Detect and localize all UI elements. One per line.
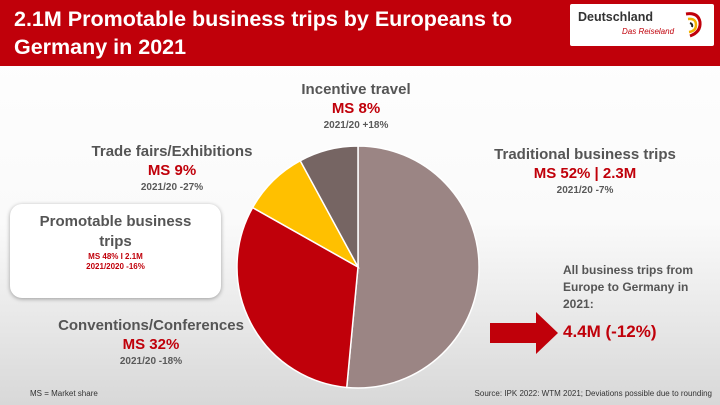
promotable-share: MS 48% I 2.1M xyxy=(88,252,143,261)
slice-change-traditional: 2021/20 -7% xyxy=(556,185,614,196)
promotable-trips-box: Promotable business trips MS 48% I 2.1M … xyxy=(10,204,221,298)
header-bar: 2.1M Promotable business trips by Europe… xyxy=(0,0,720,66)
arrow-right-icon xyxy=(490,312,558,354)
footnote-market-share: MS = Market share xyxy=(30,389,98,398)
pie-slice-incentive-travel xyxy=(299,145,359,268)
promotable-change: 2021/2020 -16% xyxy=(86,262,145,271)
page-title: 2.1M Promotable business trips by Europe… xyxy=(14,7,513,59)
slice-name-traditional: Traditional business trips xyxy=(494,146,676,163)
slice-share-traditional: MS 52% | 2.3M xyxy=(533,165,637,182)
logo-tagline: Das Reiseland xyxy=(622,27,675,36)
slice-change-conventions: 2021/20 -18% xyxy=(119,356,183,367)
logo-swirl-icon xyxy=(685,12,702,38)
slice-share-trade: MS 9% xyxy=(147,162,197,179)
promotable-title: Promotable business trips xyxy=(39,213,192,250)
slice-change-trade: 2021/20 -27% xyxy=(140,182,204,193)
slice-name-incentive: Incentive travel xyxy=(301,81,411,98)
all-trips-value: 4.4M (-12%) xyxy=(563,322,657,341)
slice-share-conventions: MS 32% xyxy=(122,336,180,353)
slice-share-incentive: MS 8% xyxy=(331,100,381,117)
label-conventions: Conventions/Conferences MS 32% 2021/20 -… xyxy=(36,316,266,369)
logo-name: Deutschland xyxy=(578,10,654,24)
brand-logo: Deutschland Das Reiseland xyxy=(570,4,714,46)
footnote-source: Source: IPK 2022: WTM 2021; Deviations p… xyxy=(474,389,712,398)
slice-name-conventions: Conventions/Conferences xyxy=(58,317,244,334)
pie-slice-conventions-conferences xyxy=(236,206,359,389)
pie-slice-traditional-business-trips xyxy=(345,145,480,389)
label-traditional-trips: Traditional business trips MS 52% | 2.3M… xyxy=(465,145,705,198)
all-trips-caption: All business trips from Europe to German… xyxy=(563,263,694,311)
slice-change-incentive: 2021/20 +18% xyxy=(323,120,389,131)
label-incentive-travel: Incentive travel MS 8% 2021/20 +18% xyxy=(266,80,446,133)
label-trade-fairs: Trade fairs/Exhibitions MS 9% 2021/20 -2… xyxy=(72,142,272,195)
slice-name-trade: Trade fairs/Exhibitions xyxy=(91,143,253,160)
